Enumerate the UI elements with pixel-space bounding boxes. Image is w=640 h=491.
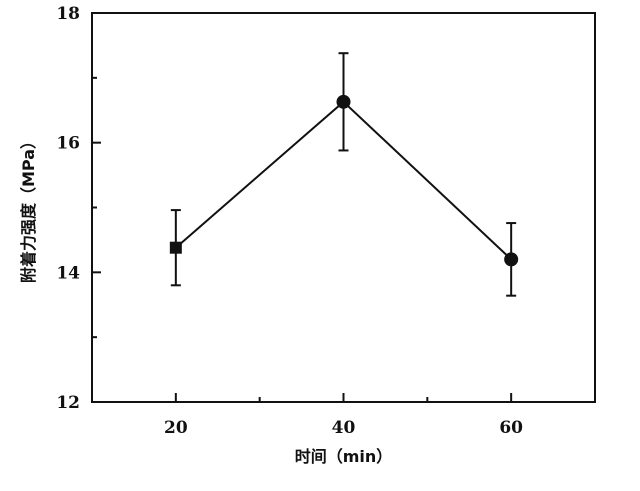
x-tick-label: 60 xyxy=(499,418,523,438)
series-layer xyxy=(169,52,519,297)
y-tick-label: 16 xyxy=(56,134,80,154)
data-point-circle xyxy=(336,94,351,109)
y-axis-ticks xyxy=(92,12,101,403)
x-axis-tick-labels: 20 40 60 xyxy=(164,418,523,438)
data-point-square xyxy=(169,241,182,254)
y-tick-label: 12 xyxy=(56,393,80,413)
x-tick-label: 20 xyxy=(164,418,188,438)
y-axis-label: 附着力强度（MPa） xyxy=(19,133,38,283)
x-axis-ticks xyxy=(174,393,513,402)
x-axis-label: 时间（min） xyxy=(295,447,393,466)
y-axis-tick-labels: 12 14 16 18 xyxy=(56,4,80,413)
data-point-circle xyxy=(504,252,519,267)
x-tick-label: 40 xyxy=(332,418,356,438)
y-tick-label: 18 xyxy=(56,4,80,24)
y-tick-label: 14 xyxy=(56,263,80,283)
